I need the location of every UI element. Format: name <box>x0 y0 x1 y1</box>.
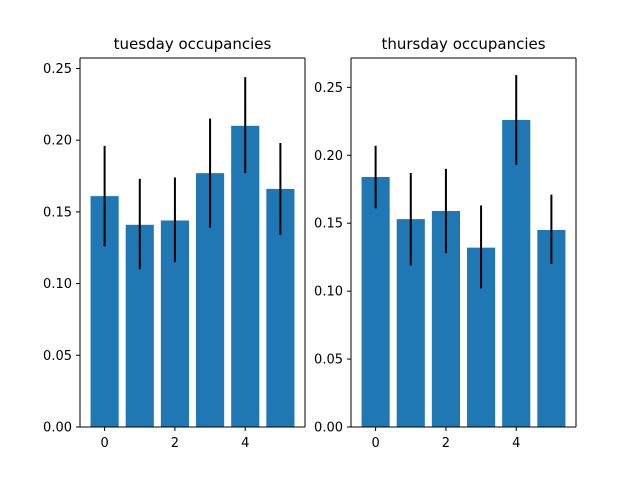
tuesday-ytick-label-4: 0.20 <box>43 134 72 149</box>
tuesday-ytick-label-3: 0.15 <box>43 205 72 220</box>
thursday-ytick-label-4: 0.20 <box>314 149 343 164</box>
thursday-bar-0 <box>361 177 390 427</box>
tuesday-xtick-label-1: 2 <box>171 436 179 451</box>
thursday-chart-panel: 0.00 0.05 0.10 0.15 0.20 0.25 0 2 4 thursday occu… <box>314 35 577 451</box>
thursday-xtick-label-0: 0 <box>371 436 379 451</box>
thursday-ytick-label-0: 0.00 <box>314 421 343 436</box>
thursday-ytick-label-1: 0.05 <box>314 353 343 368</box>
tuesday-bar-4 <box>231 125 260 427</box>
thursday-bar-4 <box>502 119 531 427</box>
tuesday-ytick-label-2: 0.10 <box>43 277 72 292</box>
tuesday-ytick-label-0: 0.00 <box>43 421 72 436</box>
thursday-xtick-label-2: 4 <box>512 436 520 451</box>
thursday-ytick-label-2: 0.10 <box>314 285 343 300</box>
tuesday-ytick-label-5: 0.25 <box>43 62 72 77</box>
thursday-chart-title: thursday occupancies <box>381 35 545 53</box>
tuesday-ytick-label-1: 0.05 <box>43 349 72 364</box>
tuesday-chart-title: tuesday occupancies <box>114 35 272 53</box>
thursday-xtick-label-1: 2 <box>442 436 450 451</box>
thursday-ytick-label-5: 0.25 <box>314 81 343 96</box>
tuesday-xtick-label-2: 4 <box>241 436 249 451</box>
tuesday-xtick-label-0: 0 <box>100 436 108 451</box>
thursday-ytick-label-3: 0.15 <box>314 217 343 232</box>
tuesday-chart-panel: 0.00 0.05 0.10 0.15 0.20 0.25 0 2 4 tuesday occup… <box>43 35 306 451</box>
